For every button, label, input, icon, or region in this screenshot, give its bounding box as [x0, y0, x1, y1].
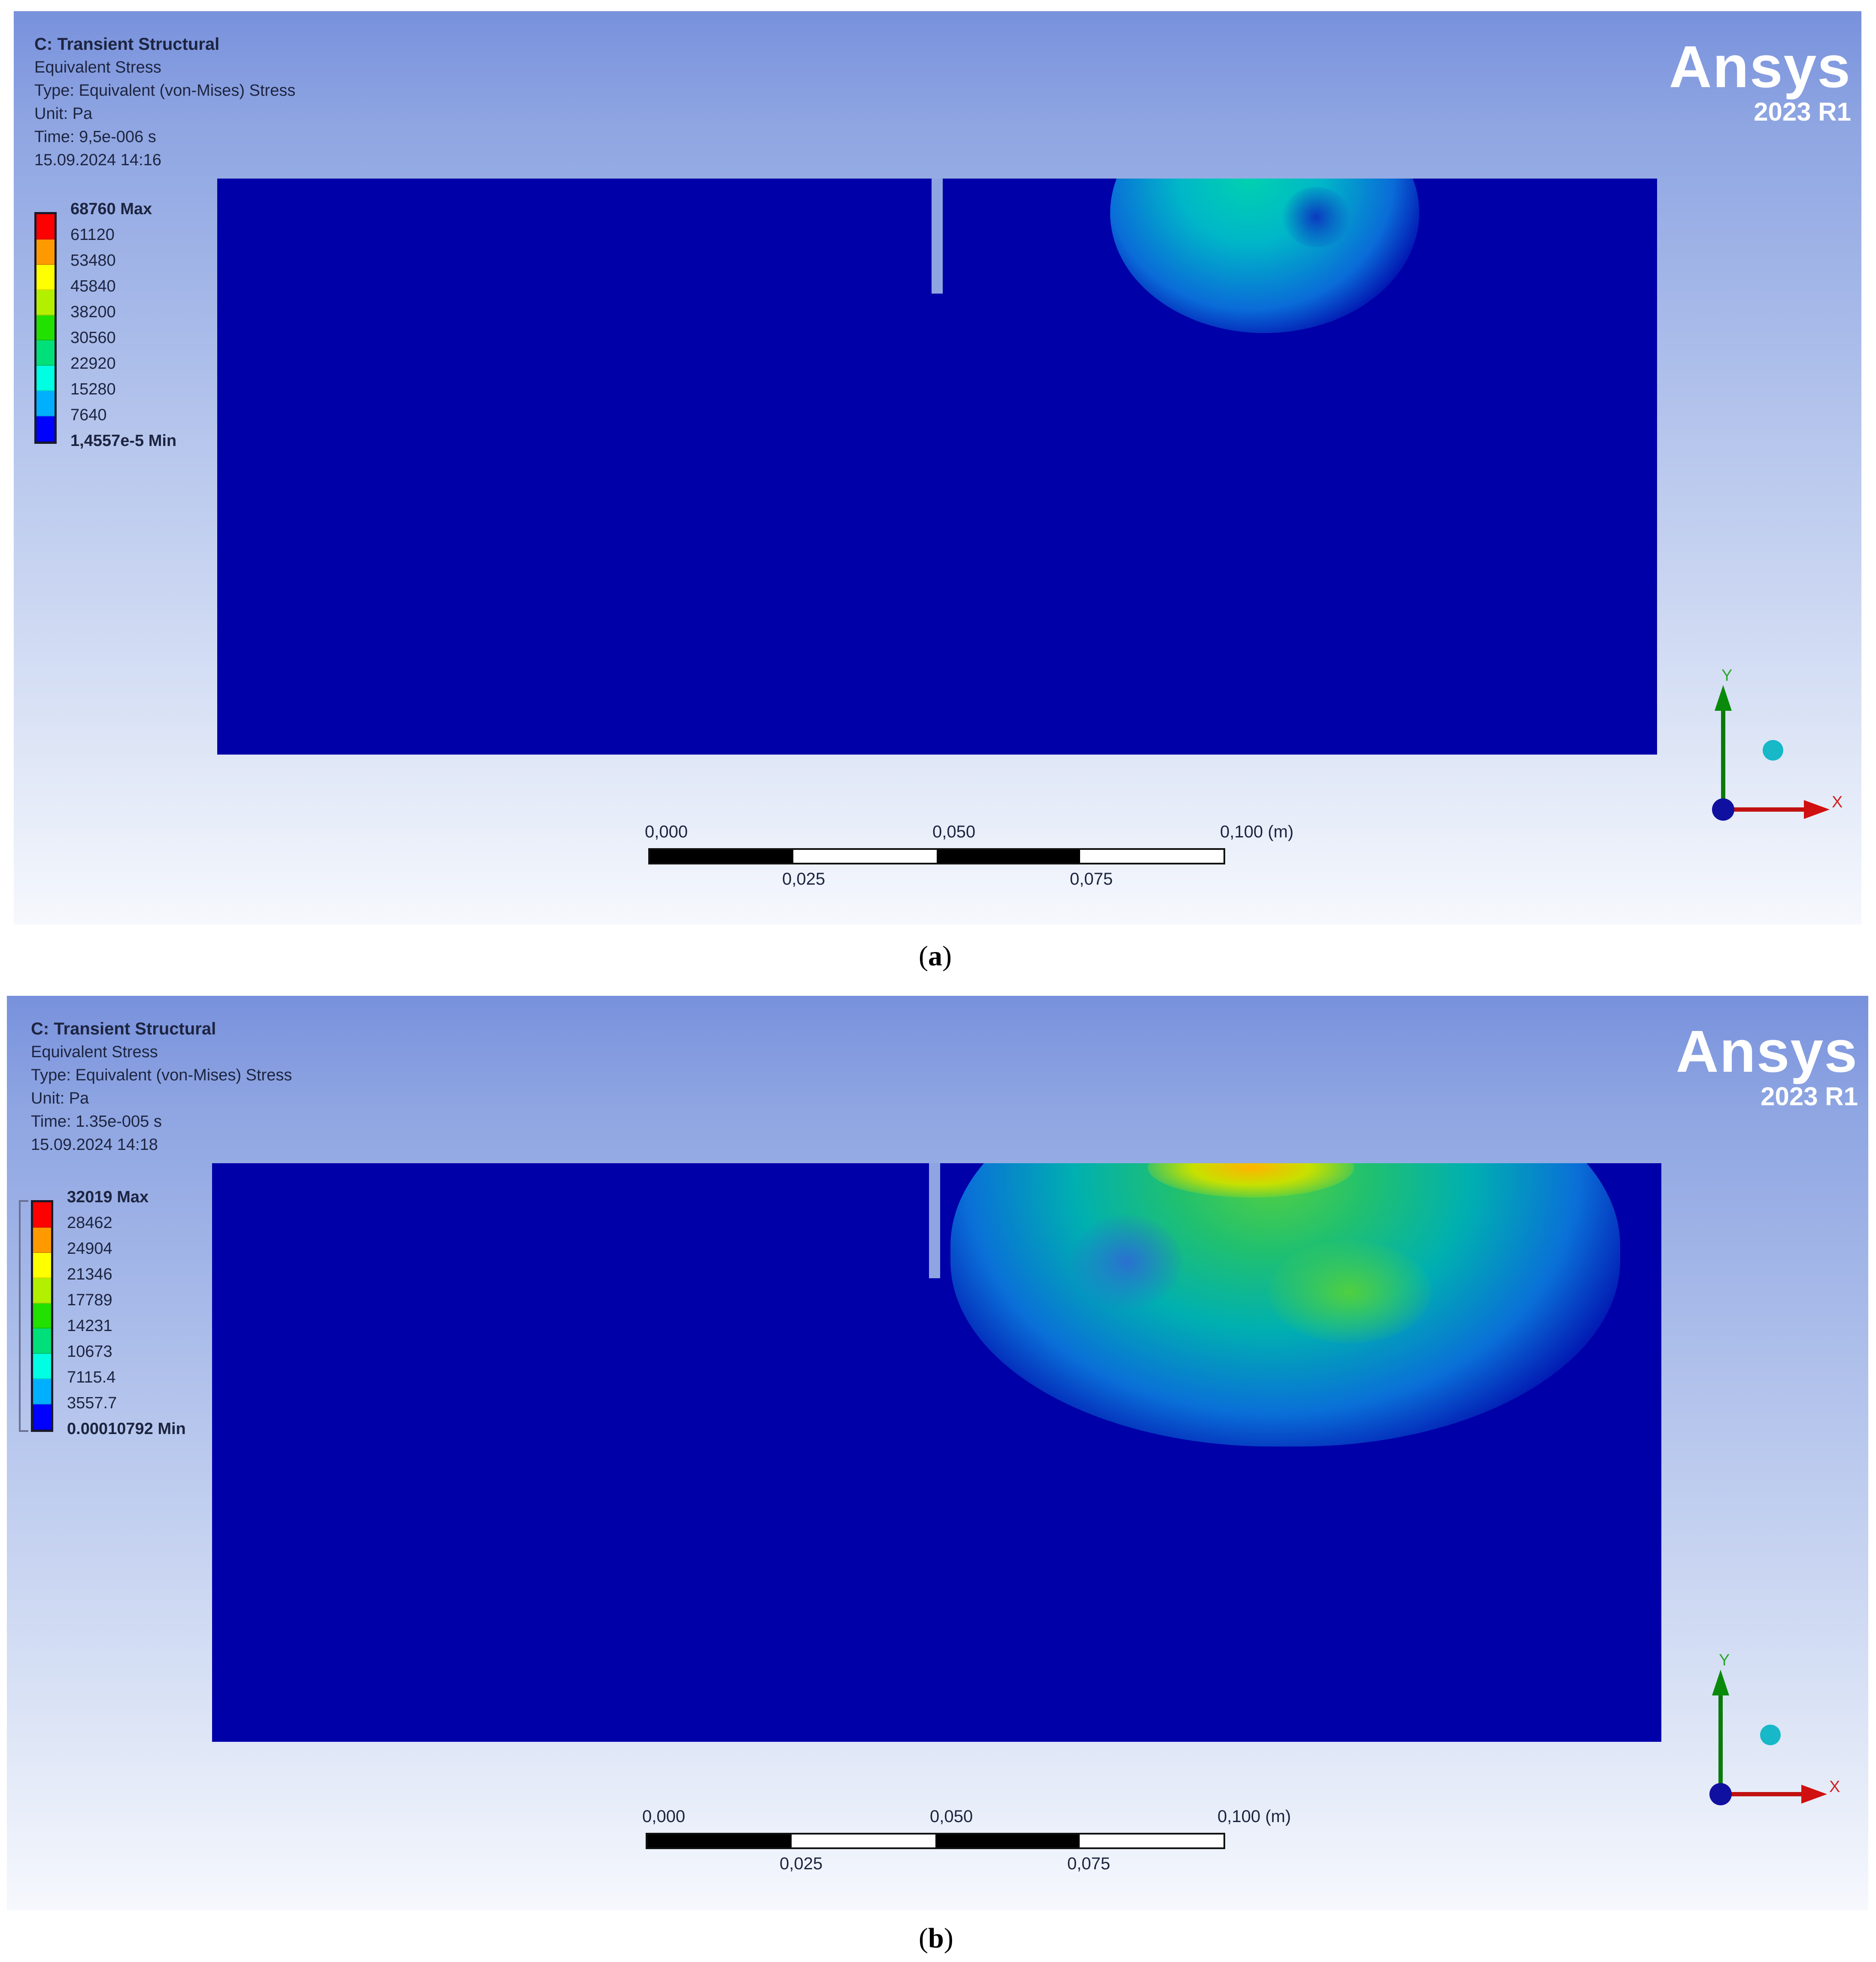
- notch-slot: [929, 1163, 940, 1278]
- legend-max-label: 32019 Max: [67, 1188, 149, 1206]
- result-time: Time: 1.35e-005 s: [31, 1113, 162, 1131]
- result-unit: Unit: Pa: [31, 1089, 89, 1107]
- legend-band: [36, 391, 55, 417]
- result-name: Equivalent Stress: [34, 58, 161, 76]
- legend-label: 17789: [67, 1291, 112, 1309]
- legend-label: 38200: [70, 303, 116, 321]
- legend-label: 53480: [70, 252, 116, 270]
- coordinate-triad-a: Y X: [1701, 667, 1843, 833]
- legend-band: [33, 1278, 51, 1304]
- stress-hotspot: [1282, 187, 1351, 247]
- legend-label: 28462: [67, 1214, 112, 1232]
- scale-tick: 0,100 (m): [1217, 1807, 1291, 1826]
- result-time: Time: 9,5e-006 s: [34, 128, 156, 146]
- ansys-brand-b: Ansys 2023 R1: [1676, 1022, 1858, 1112]
- legend-label: 15280: [70, 380, 116, 398]
- scale-tick: 0,050: [930, 1807, 973, 1826]
- figure-caption-a: (a): [919, 940, 952, 972]
- scale-tick: 0,000: [645, 822, 688, 841]
- ansys-logo: Ansys: [1676, 1019, 1858, 1085]
- scale-tick: 0,100 (m): [1220, 822, 1294, 841]
- ansys-version: 2023 R1: [1761, 1082, 1858, 1111]
- triad-x-label: X: [1829, 1778, 1840, 1796]
- legend-label: 30560: [70, 329, 116, 347]
- analysis-title: C: Transient Structural: [31, 1019, 216, 1038]
- legend-band: [36, 340, 55, 366]
- analysis-title: C: Transient Structural: [34, 35, 220, 54]
- legend-selection-bracket: [19, 1200, 28, 1432]
- legend-label: 7640: [70, 406, 107, 424]
- triad-x-label: X: [1832, 793, 1843, 811]
- legend-label: 7115.4: [67, 1368, 116, 1386]
- legend-band: [36, 214, 55, 240]
- legend-band: [33, 1303, 51, 1329]
- stress-lobe: [1268, 1240, 1431, 1343]
- ansys-version: 2023 R1: [1754, 97, 1851, 126]
- legend-label: 22920: [70, 355, 116, 373]
- result-type: Type: Equivalent (von-Mises) Stress: [31, 1066, 292, 1084]
- triad-y-label: Y: [1719, 1651, 1730, 1669]
- notch-slot: [932, 179, 943, 294]
- legend-band: [33, 1252, 51, 1278]
- legend-label: 61120: [70, 226, 115, 244]
- scale-tick: 0,075: [1067, 1854, 1111, 1873]
- scale-tick: 0,025: [780, 1854, 823, 1873]
- scale-tick: 0,075: [1070, 870, 1113, 889]
- legend-band: [33, 1202, 51, 1228]
- legend-band: [33, 1404, 51, 1430]
- triad-y-label: Y: [1721, 667, 1732, 685]
- result-unit: Unit: Pa: [34, 105, 93, 123]
- legend-band: [36, 416, 55, 442]
- legend-band: [36, 290, 55, 315]
- result-viewport-a[interactable]: C: Transient Structural Equivalent Stres…: [14, 11, 1861, 925]
- result-date: 15.09.2024 14:16: [34, 151, 161, 169]
- result-date: 15.09.2024 14:18: [31, 1136, 158, 1154]
- legend-band: [33, 1328, 51, 1354]
- legend-band: [36, 315, 55, 341]
- scale-tick: 0,025: [782, 870, 826, 889]
- legend-band: [36, 366, 55, 391]
- legend-min-label: 0.00010792 Min: [67, 1420, 186, 1438]
- legend-label: 21346: [67, 1265, 112, 1283]
- scale-tick: 0,050: [932, 822, 976, 841]
- result-type: Type: Equivalent (von-Mises) Stress: [34, 82, 296, 100]
- stress-region: [1110, 179, 1419, 333]
- legend-max-label: 68760 Max: [70, 200, 152, 218]
- legend-label: 14231: [67, 1317, 112, 1335]
- result-name: Equivalent Stress: [31, 1043, 158, 1061]
- legend-label: 24904: [67, 1240, 112, 1258]
- result-info-b: C: Transient Structural Equivalent Stres…: [31, 1017, 292, 1156]
- legend-label: 3557.7: [67, 1394, 117, 1412]
- model-contour-a[interactable]: [217, 179, 1657, 755]
- legend-band: [33, 1227, 51, 1253]
- legend-band: [33, 1354, 51, 1380]
- figure-caption-b: (b): [919, 1923, 953, 1954]
- legend-label: 45840: [70, 277, 116, 295]
- legend-label: 10673: [67, 1343, 112, 1361]
- legend-band: [36, 264, 55, 290]
- ansys-brand-a: Ansys 2023 R1: [1669, 37, 1851, 127]
- legend-min-label: 1,4557e-5 Min: [70, 432, 177, 450]
- legend-color-bar: [31, 1200, 53, 1432]
- scale-tick: 0,000: [642, 1807, 686, 1826]
- result-info-a: C: Transient Structural Equivalent Stres…: [34, 33, 295, 172]
- legend-band: [36, 239, 55, 265]
- stress-pocket: [1071, 1215, 1182, 1309]
- result-viewport-b[interactable]: C: Transient Structural Equivalent Stres…: [7, 996, 1868, 1910]
- coordinate-triad-b: Y X: [1698, 1651, 1840, 1818]
- ansys-logo: Ansys: [1669, 34, 1851, 100]
- legend-color-bar: [34, 212, 57, 444]
- legend-band: [33, 1379, 51, 1405]
- model-contour-b[interactable]: [212, 1163, 1661, 1742]
